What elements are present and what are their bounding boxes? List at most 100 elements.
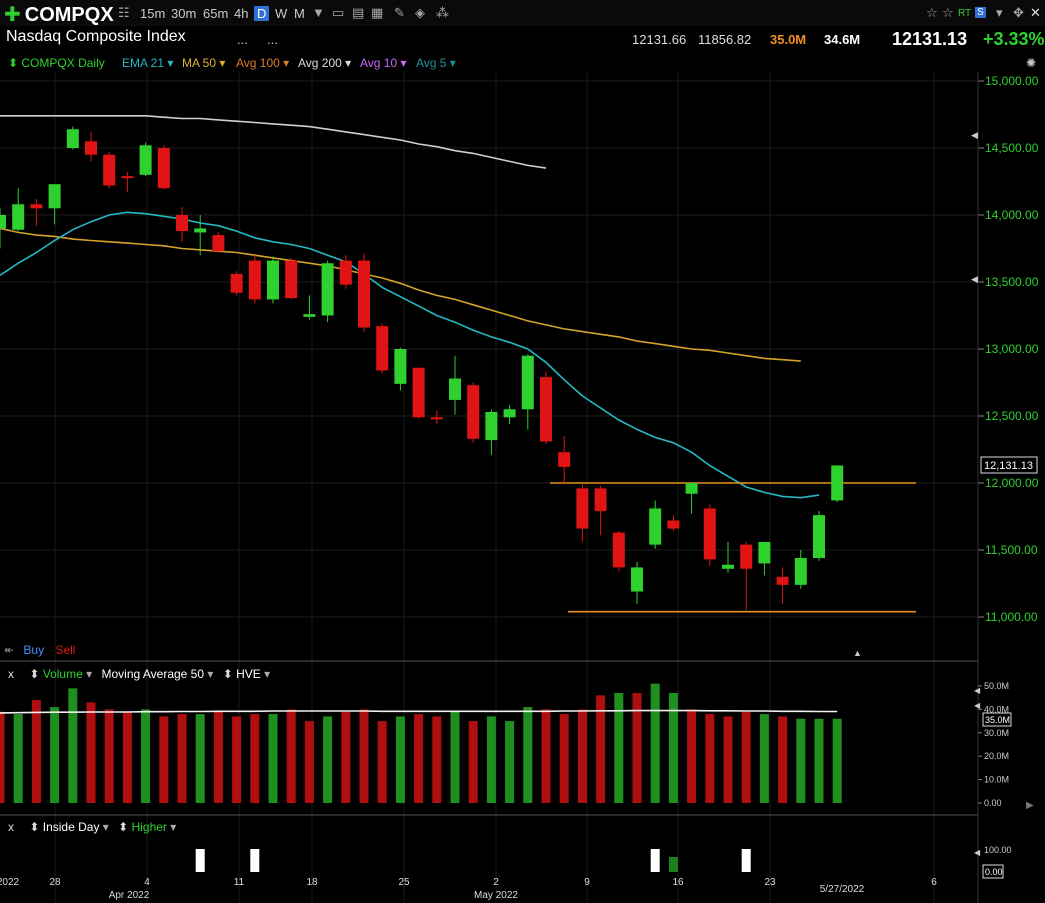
ma50-path [0, 227, 801, 362]
legend-avg100[interactable]: Avg 100 ▾ [236, 56, 290, 70]
caret-down-icon[interactable]: ▾ [86, 667, 93, 681]
pencil-icon[interactable]: ✎ [394, 5, 405, 20]
tf-daily[interactable]: D [254, 6, 270, 21]
s-badge-icon[interactable]: S [975, 7, 986, 18]
volume-bar [268, 714, 278, 803]
caret-down-icon[interactable]: ▾ [170, 820, 177, 834]
chart-type-icon[interactable]: ▤ [352, 5, 365, 20]
date-tick-label: 18 [306, 877, 318, 888]
legend-ema21[interactable]: EMA 21 ▾ [122, 56, 174, 70]
tf-4h[interactable]: 4h [234, 6, 249, 21]
move-icon[interactable]: ✥ [1013, 5, 1024, 20]
higher-title[interactable]: Higher [131, 820, 167, 834]
inside-close-button[interactable]: x [8, 820, 14, 834]
volume-bar [432, 716, 442, 803]
candle-body [667, 520, 680, 529]
candle-body [48, 184, 61, 209]
candle-body [449, 378, 461, 400]
move-icon[interactable]: ⬍ [222, 667, 233, 681]
legend-label: EMA 21 [122, 56, 165, 70]
axis-marker-icon: ◀ [971, 274, 978, 284]
buy-button[interactable]: Buy [23, 643, 45, 657]
candle-body [703, 508, 716, 560]
candle-body [285, 260, 298, 299]
legend-avg5[interactable]: Avg 5 ▾ [416, 56, 456, 70]
legend-label: Avg 200 [298, 56, 342, 70]
candle-body [358, 260, 370, 328]
tf-15m[interactable]: 15m [140, 6, 166, 21]
legend-ma50[interactable]: MA 50 ▾ [182, 56, 226, 70]
inside-day-title[interactable]: Inside Day [42, 820, 100, 834]
ma200-path [0, 115, 547, 169]
candle-body [576, 488, 589, 529]
caret-down-icon[interactable]: ▾ [207, 667, 214, 681]
volume-tick-label: 30.0M [984, 728, 1009, 738]
volume-ma-title[interactable]: Moving Average 50 [101, 667, 205, 681]
volume-bar [213, 711, 223, 803]
settings-icon[interactable]: ✺ [1026, 56, 1037, 70]
date-tick-label: 9 [584, 877, 590, 888]
volume-close-button[interactable]: x [8, 667, 14, 681]
candle-body [776, 576, 789, 585]
volume-bar [668, 693, 678, 803]
legend-avg10[interactable]: Avg 10 ▾ [360, 56, 407, 70]
star-outline-icon[interactable]: ☆ [942, 5, 954, 20]
volume-bar [723, 716, 733, 803]
legend-compqx-daily[interactable]: ⬍ COMPQX Daily [8, 56, 105, 70]
sell-button[interactable]: Sell [55, 643, 76, 657]
date-tick-label: 5/27/2022 [820, 884, 865, 895]
studies-icon[interactable]: ▦ [371, 5, 384, 20]
candle-body [794, 558, 807, 585]
candle-body [412, 367, 425, 418]
legend-avg200[interactable]: Avg 200 ▾ [298, 56, 352, 70]
symbol-label[interactable]: ✚ COMPQX [4, 2, 114, 27]
star-icon[interactable]: ☆ [926, 5, 938, 20]
volume-title[interactable]: Volume [42, 667, 83, 681]
candle-body [212, 235, 225, 252]
legend-label: Avg 10 [360, 56, 398, 70]
move-icon[interactable]: ⬍ [118, 820, 129, 834]
volume-value: 35.0M [770, 32, 807, 47]
candle-body [157, 148, 170, 189]
candle-body [685, 483, 698, 494]
volume-bar [414, 714, 424, 803]
volume-tick-label: 0.00 [984, 798, 1002, 808]
volume-bar [232, 716, 242, 803]
inside-label-text: 0.00 [985, 867, 1003, 877]
arrows-icon: ↞ [4, 643, 15, 657]
caret-down-icon[interactable]: ▾ [102, 820, 109, 834]
tf-65m[interactable]: 65m [203, 6, 229, 21]
ellipsis-1[interactable]: ... [237, 32, 248, 47]
close-icon[interactable]: ✕ [1030, 5, 1041, 20]
volume-bar [159, 716, 169, 803]
inside-panel-header: x ⬍ Inside Day ▾ ⬍ Higher ▾ [8, 820, 176, 834]
share-icon[interactable]: ⁂ [436, 5, 449, 20]
tf-weekly[interactable]: W [275, 6, 288, 21]
caret-down-small-icon[interactable]: ▾ [996, 5, 1003, 20]
price-tick-label: 13,000.00 [985, 342, 1039, 356]
tf-monthly[interactable]: M [294, 6, 305, 21]
caret-down-icon[interactable]: ▼ [312, 5, 325, 20]
ellipsis-2[interactable]: ... [267, 32, 278, 47]
date-tick-label: 28 [49, 877, 61, 888]
volume-bar [705, 714, 715, 803]
volume-bar [486, 716, 496, 803]
move-icon[interactable]: ⬍ [29, 667, 40, 681]
volume-bar [523, 707, 533, 803]
caret-down-icon[interactable]: ▾ [264, 667, 271, 681]
price-label-box [980, 456, 1038, 474]
volume-bar [541, 709, 551, 803]
tv-icon[interactable]: ▭ [332, 5, 345, 20]
volume-bar [68, 688, 78, 803]
realtime-icon[interactable]: RT [958, 8, 972, 19]
move-icon[interactable]: ⬍ [29, 820, 40, 834]
candle-body [194, 228, 207, 233]
price-label-text: 12,131.13 [984, 460, 1033, 472]
volume-bar [304, 721, 314, 803]
tf-30m[interactable]: 30m [171, 6, 197, 21]
layers-icon[interactable]: ◈ [415, 5, 425, 20]
add-icon[interactable]: ✚ [4, 4, 21, 26]
grid-icon[interactable]: ☷ [118, 5, 130, 20]
hve-title[interactable]: HVE [236, 667, 261, 681]
